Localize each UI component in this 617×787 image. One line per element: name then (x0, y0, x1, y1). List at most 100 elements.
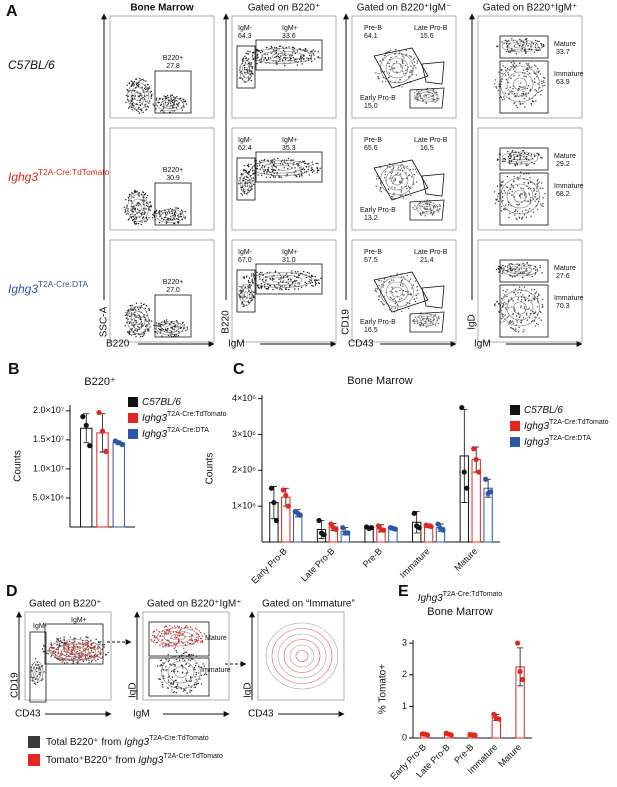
event-dot (159, 659, 162, 662)
contour (506, 183, 534, 209)
event-dot (383, 303, 385, 306)
event-dot (161, 335, 163, 337)
event-dot (187, 626, 189, 629)
italic-part: C57BL/6 (142, 397, 181, 408)
event-dot (416, 98, 418, 100)
event-dot (171, 99, 174, 102)
event-dot (537, 323, 539, 326)
event-dot (135, 302, 138, 305)
event-dot (498, 265, 500, 268)
event-dot (381, 302, 384, 304)
event-dot (513, 62, 516, 65)
event-dot (156, 629, 158, 631)
event-dot (285, 54, 287, 57)
event-dot (256, 271, 258, 274)
event-dot (399, 180, 401, 183)
event-dot (188, 665, 190, 668)
italic-part: Ighg3 (8, 170, 38, 184)
event-dot (162, 675, 165, 678)
event-dot (506, 67, 509, 70)
event-dot (155, 324, 158, 327)
event-dot (402, 178, 404, 180)
event-dot (501, 184, 503, 186)
gate (154, 182, 192, 226)
event-dot (503, 268, 505, 270)
event-dot (139, 93, 141, 95)
event-dot (412, 168, 414, 170)
x-axis-label: IgM (133, 709, 150, 720)
event-dot (136, 325, 139, 328)
event-dot (69, 636, 72, 638)
event-dot (200, 631, 202, 634)
data-point (473, 456, 479, 463)
event-dot (170, 330, 173, 333)
event-dot (175, 643, 178, 645)
event-dot (91, 659, 93, 662)
event-dot (289, 59, 291, 61)
event-dot (512, 186, 515, 189)
event-dot (162, 686, 164, 688)
contour (239, 284, 253, 306)
event-dot (516, 321, 518, 323)
contour (289, 644, 315, 668)
event-dot (194, 686, 197, 688)
event-dot (533, 268, 535, 270)
event-dot (135, 309, 137, 311)
event-dot (504, 66, 507, 69)
event-dot (314, 284, 317, 286)
event-dot (262, 274, 264, 276)
event-dot (169, 663, 171, 665)
event-dot (171, 626, 173, 628)
event-dot (420, 214, 422, 216)
event-dot (244, 57, 247, 59)
event-dot (92, 651, 94, 654)
event-dot (153, 634, 156, 637)
event-dot (512, 87, 514, 90)
gate-value: 70.3 (556, 303, 570, 310)
event-dot (520, 307, 522, 309)
event-dot (240, 192, 242, 195)
event-dot (74, 637, 76, 640)
gate-label: Pre-B (364, 25, 382, 32)
event-dot (392, 299, 394, 301)
event-dot (247, 281, 250, 283)
gate-label: IgM- (238, 249, 253, 256)
italic-part: C57BL/6 (524, 405, 563, 416)
event-dot (125, 317, 128, 319)
event-dot (295, 276, 298, 279)
event-dot (242, 57, 244, 59)
event-dot (138, 210, 140, 212)
event-dot (534, 273, 536, 275)
event-dot (97, 641, 100, 644)
event-dot (417, 100, 419, 102)
event-dot (511, 194, 513, 196)
gate-value: 27.8 (166, 63, 180, 70)
event-dot (159, 104, 162, 106)
event-dot (533, 81, 536, 83)
superscript: T2A-Cre:DTA (38, 279, 89, 289)
event-dot (281, 59, 284, 61)
event-dot (185, 329, 187, 332)
event-dot (66, 643, 68, 645)
event-dot (413, 322, 416, 324)
event-dot (100, 640, 102, 643)
gate (409, 199, 445, 221)
event-dot (391, 195, 393, 198)
event-dot (150, 204, 152, 206)
event-dot (271, 46, 273, 49)
event-dot (261, 174, 263, 177)
event-dot (252, 275, 255, 277)
event-dot (259, 61, 261, 64)
event-dot (177, 323, 179, 325)
event-dot (512, 322, 514, 324)
event-dot (388, 65, 391, 67)
event-dot (190, 686, 192, 688)
event-dot (134, 223, 136, 225)
event-dot (37, 663, 40, 666)
event-dot (175, 685, 177, 688)
event-dot (541, 306, 543, 309)
legend-label: Ighg3T2A-Cre:DTA (524, 435, 591, 448)
event-dot (196, 628, 198, 631)
event-dot (525, 63, 528, 65)
event-dot (172, 631, 175, 633)
